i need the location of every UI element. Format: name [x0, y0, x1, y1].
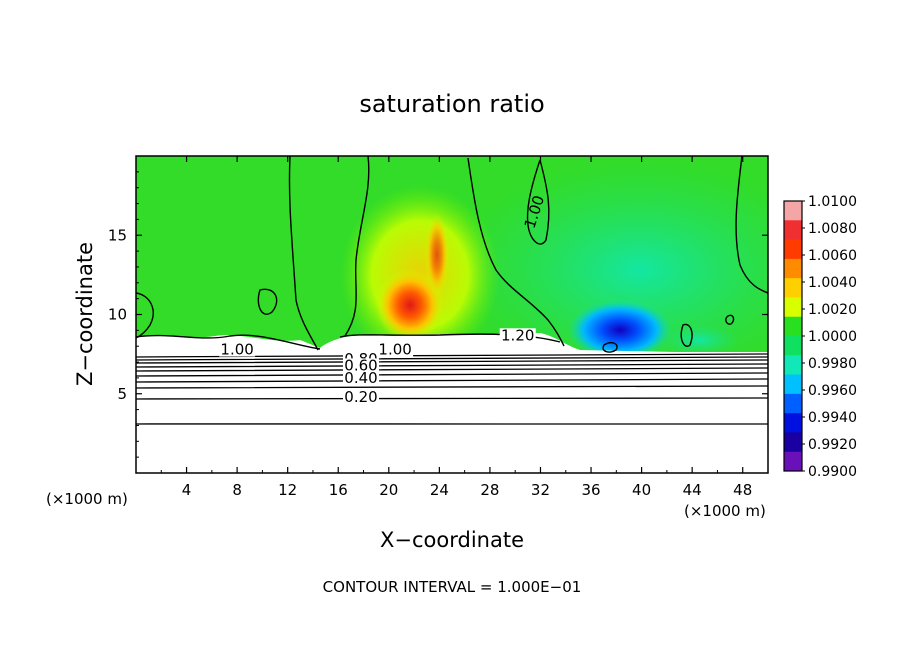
colorbar: 1.0100 1.0080 1.0060 1.0040 1.0020 1.0000 0.99…: [783, 194, 857, 480]
colorbar-swatch: [784, 374, 802, 395]
colorbar-label: 1.0080: [808, 221, 857, 237]
colorbar-label: 0.9960: [808, 383, 857, 399]
colorbar-label: 1.0040: [808, 275, 857, 291]
colorbar-label: 1.0020: [808, 302, 857, 318]
colorbar-swatch: [784, 297, 802, 318]
contour-label: 1.00: [220, 341, 253, 359]
chart-title: saturation ratio: [359, 90, 544, 118]
x-axis-ticks: 4 8 12 16 20 24 28 32 36 40 44 48: [160, 156, 752, 499]
y-tick-label: 10: [108, 306, 127, 324]
colorbar-label: 0.9940: [808, 410, 857, 426]
x-tick-label: 24: [430, 481, 449, 499]
colorbar-swatch: [784, 432, 802, 453]
colorbar-swatch: [784, 239, 802, 260]
colorbar-swatch: [784, 278, 802, 298]
contour-label: 1.20: [501, 326, 534, 344]
x-unit-left: (×1000 m): [46, 490, 128, 508]
x-tick-label: 16: [329, 481, 348, 499]
contour-label-bg: [499, 328, 536, 343]
field-red-plume: [425, 213, 449, 297]
colorbar-label: 0.9980: [808, 356, 857, 372]
y-axis-ticks: 5 10 15: [108, 171, 768, 458]
lower-white-region: [136, 352, 768, 473]
colorbar-label: 1.0060: [808, 248, 857, 264]
upper-contour-lines: [136, 156, 768, 353]
x-tick-label: 12: [278, 481, 297, 499]
contour-label: 1.00: [378, 341, 411, 359]
y-tick-label: 15: [108, 226, 127, 244]
contour-label: 0.40: [344, 369, 377, 387]
contour-label: 0.20: [344, 388, 377, 406]
contour-label-bg: [342, 358, 379, 373]
colorbar-swatch: [784, 393, 802, 414]
colorbar-label: 0.9920: [808, 437, 857, 453]
x-tick-label: 20: [379, 481, 398, 499]
colorbar-swatch: [784, 201, 802, 221]
colorbar-swatch: [784, 355, 802, 376]
y-tick-label: 5: [117, 385, 127, 403]
x-axis-title: X−coordinate: [380, 528, 524, 552]
colorbar-swatch: [784, 220, 802, 241]
x-tick-label: 4: [182, 481, 192, 499]
x-tick-label: 32: [531, 481, 550, 499]
contour-label-bg: [342, 390, 379, 405]
x-tick-label: 28: [480, 481, 499, 499]
colorbar-label: 1.0000: [808, 329, 857, 345]
x-tick-label: 8: [232, 481, 242, 499]
x-tick-label: 44: [683, 481, 702, 499]
x-unit-right: (×1000 m): [684, 502, 766, 520]
x-tick-label: 40: [632, 481, 651, 499]
contour-label: 0.60: [344, 356, 377, 374]
contour-label-bg: [219, 342, 256, 357]
y-axis-title: Z−coordinate: [73, 242, 97, 386]
colorbar-swatch: [784, 336, 802, 356]
field-red-core: [376, 269, 444, 341]
colorbar-label: 0.9900: [808, 464, 857, 480]
x-tick-label: 48: [733, 481, 752, 499]
x-tick-label: 36: [581, 481, 600, 499]
colorbar-swatch: [784, 316, 802, 337]
colorbar-label: 1.0100: [808, 194, 857, 210]
colorbar-swatch: [784, 413, 802, 433]
heatmap-field: [136, 156, 768, 473]
contour-label-bg: [342, 371, 379, 386]
contour-labels: 1.001.000.800.600.400.201.201.00: [219, 193, 548, 406]
contour-label-bg: [377, 342, 414, 357]
contour-interval-note: CONTOUR INTERVAL = 1.000E−01: [323, 578, 582, 596]
field-blue-region: [568, 300, 672, 360]
field-cyan-edge: [660, 324, 740, 356]
colorbar-swatch: [784, 451, 802, 472]
colorbar-swatch: [784, 258, 802, 279]
